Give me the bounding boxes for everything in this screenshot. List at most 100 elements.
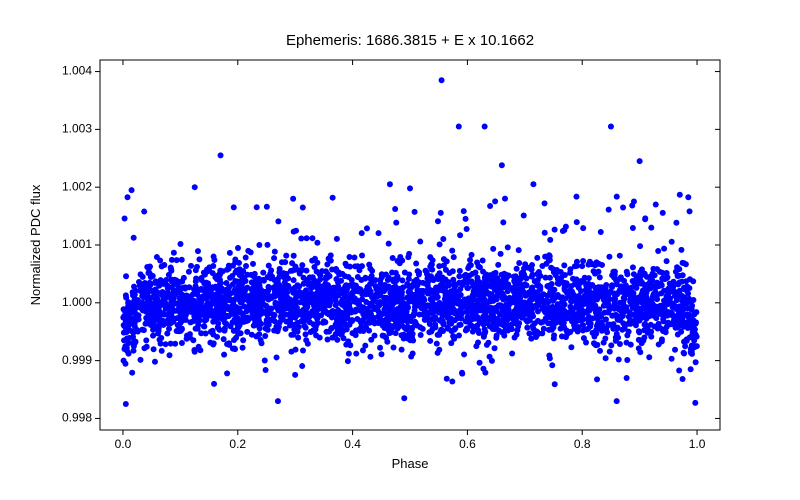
data-point xyxy=(602,336,608,342)
data-point xyxy=(594,376,600,382)
data-point xyxy=(349,294,355,300)
data-point xyxy=(151,346,157,352)
data-point xyxy=(300,319,306,325)
data-point xyxy=(256,242,262,248)
data-point xyxy=(474,275,480,281)
data-point xyxy=(241,297,247,303)
data-point xyxy=(254,204,260,210)
data-point xyxy=(177,314,183,320)
data-point xyxy=(497,303,503,309)
data-point xyxy=(359,230,365,236)
data-point xyxy=(153,278,159,284)
data-point xyxy=(194,264,200,270)
data-point xyxy=(234,320,240,326)
data-point xyxy=(143,337,149,343)
x-tick-label: 0.8 xyxy=(574,437,591,451)
data-point xyxy=(345,338,351,344)
data-point xyxy=(129,187,135,193)
data-point xyxy=(366,289,372,295)
y-tick-label: 0.999 xyxy=(62,353,92,367)
data-point xyxy=(427,321,433,327)
data-point xyxy=(624,375,630,381)
data-point xyxy=(179,326,185,332)
data-point xyxy=(504,302,510,308)
data-point xyxy=(662,328,668,334)
data-point xyxy=(609,272,615,278)
data-point xyxy=(435,218,441,224)
data-point xyxy=(580,258,586,264)
data-point xyxy=(429,305,435,311)
data-point xyxy=(133,315,139,321)
data-point xyxy=(186,284,192,290)
data-point xyxy=(122,361,128,367)
y-tick-label: 1.004 xyxy=(62,64,92,78)
data-point xyxy=(268,267,274,273)
data-point xyxy=(646,313,652,319)
data-point xyxy=(605,303,611,309)
y-tick-label: 0.998 xyxy=(62,411,92,425)
data-point xyxy=(441,301,447,307)
data-point xyxy=(456,273,462,279)
data-point xyxy=(416,302,422,308)
data-point xyxy=(459,371,465,377)
data-point xyxy=(484,274,490,280)
data-point xyxy=(296,283,302,289)
data-point xyxy=(243,255,249,261)
data-point xyxy=(412,322,418,328)
plot-background xyxy=(100,60,720,430)
data-point xyxy=(314,302,320,308)
data-point xyxy=(148,274,154,280)
data-point xyxy=(131,284,137,290)
data-point xyxy=(412,209,418,215)
data-point xyxy=(482,123,488,129)
data-point xyxy=(298,236,304,242)
data-point xyxy=(439,287,445,293)
data-point xyxy=(420,280,426,286)
data-point xyxy=(603,355,609,361)
data-point xyxy=(323,281,329,287)
data-point xyxy=(292,372,298,378)
data-point xyxy=(249,294,255,300)
data-point xyxy=(172,341,178,347)
data-point xyxy=(288,332,294,338)
data-point xyxy=(152,359,158,365)
data-point xyxy=(359,263,365,269)
data-point xyxy=(339,297,345,303)
data-point xyxy=(262,358,268,364)
data-point xyxy=(561,227,567,233)
data-point xyxy=(167,309,173,315)
data-point xyxy=(654,292,660,298)
data-point xyxy=(576,293,582,299)
phase-flux-chart: 0.00.20.40.60.81.0 0.9980.9991.0001.0011… xyxy=(0,0,800,500)
data-point xyxy=(424,271,430,277)
data-point xyxy=(328,258,334,264)
data-point xyxy=(619,327,625,333)
data-point xyxy=(563,311,569,317)
data-point xyxy=(380,318,386,324)
data-point xyxy=(444,376,450,382)
data-point xyxy=(213,311,219,317)
data-point xyxy=(131,298,137,304)
data-point xyxy=(223,280,229,286)
data-point xyxy=(440,318,446,324)
data-point xyxy=(648,225,654,231)
data-point xyxy=(371,315,377,321)
data-point xyxy=(410,337,416,343)
data-point xyxy=(184,333,190,339)
data-point xyxy=(599,262,605,268)
data-point xyxy=(203,331,209,337)
data-point xyxy=(587,291,593,297)
data-point xyxy=(205,268,211,274)
data-point xyxy=(429,267,435,273)
data-point xyxy=(652,323,658,329)
data-point xyxy=(667,312,673,318)
data-point xyxy=(190,337,196,343)
data-point xyxy=(580,225,586,231)
data-point xyxy=(252,306,258,312)
data-point xyxy=(197,347,203,353)
data-point xyxy=(641,334,647,340)
data-point xyxy=(131,343,137,349)
data-point xyxy=(178,307,184,313)
data-point xyxy=(606,207,612,213)
data-point xyxy=(240,337,246,343)
